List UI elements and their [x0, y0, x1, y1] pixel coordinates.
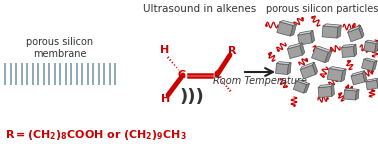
- Polygon shape: [344, 90, 356, 100]
- Polygon shape: [364, 42, 376, 52]
- Polygon shape: [323, 24, 341, 27]
- Polygon shape: [356, 89, 359, 100]
- Polygon shape: [280, 20, 297, 25]
- Polygon shape: [290, 24, 297, 36]
- Polygon shape: [375, 42, 378, 52]
- Polygon shape: [353, 44, 357, 56]
- Polygon shape: [372, 61, 377, 71]
- Polygon shape: [342, 44, 356, 47]
- Polygon shape: [315, 46, 332, 52]
- Polygon shape: [351, 73, 365, 85]
- Polygon shape: [348, 28, 363, 42]
- Polygon shape: [364, 58, 377, 62]
- Text: Room Temperature: Room Temperature: [213, 76, 307, 86]
- Polygon shape: [359, 25, 364, 38]
- Polygon shape: [304, 84, 310, 93]
- Polygon shape: [300, 65, 316, 79]
- Polygon shape: [318, 84, 333, 88]
- Polygon shape: [311, 30, 314, 43]
- Polygon shape: [348, 25, 361, 32]
- Polygon shape: [366, 40, 378, 44]
- Polygon shape: [311, 47, 328, 63]
- Polygon shape: [331, 84, 335, 96]
- Polygon shape: [363, 71, 367, 82]
- Text: $\mathbf{R = (CH_2)_8COOH}$ $\mathbf{or\ (CH_2)_9CH_3}$: $\mathbf{R = (CH_2)_8COOH}$ $\mathbf{or\…: [5, 128, 187, 142]
- Polygon shape: [298, 33, 312, 45]
- Text: C: C: [214, 70, 222, 80]
- Polygon shape: [276, 62, 291, 65]
- Polygon shape: [366, 80, 378, 90]
- Polygon shape: [287, 43, 302, 49]
- Polygon shape: [342, 46, 355, 57]
- Polygon shape: [344, 88, 359, 91]
- Polygon shape: [288, 63, 291, 75]
- Text: C: C: [178, 70, 186, 80]
- Polygon shape: [312, 62, 318, 75]
- Text: Ultrasound in alkenes: Ultrasound in alkenes: [143, 4, 257, 14]
- Polygon shape: [296, 80, 310, 85]
- Polygon shape: [337, 25, 341, 38]
- Polygon shape: [318, 86, 332, 98]
- Polygon shape: [277, 22, 293, 36]
- Polygon shape: [341, 69, 346, 82]
- Text: porous silicon
membrane: porous silicon membrane: [26, 37, 94, 59]
- Polygon shape: [276, 64, 288, 75]
- Polygon shape: [322, 26, 338, 38]
- Text: porous silicon particles: porous silicon particles: [266, 4, 378, 14]
- Polygon shape: [329, 67, 346, 71]
- Text: H: H: [160, 45, 170, 55]
- Text: H: H: [161, 94, 170, 104]
- Polygon shape: [377, 78, 378, 88]
- Text: ))): ))): [180, 88, 204, 106]
- Polygon shape: [351, 71, 364, 76]
- Polygon shape: [298, 30, 313, 35]
- Text: R: R: [228, 46, 236, 56]
- Polygon shape: [287, 45, 302, 59]
- Polygon shape: [361, 59, 375, 71]
- Polygon shape: [300, 43, 305, 55]
- Polygon shape: [300, 62, 314, 70]
- Polygon shape: [327, 68, 343, 82]
- Polygon shape: [325, 51, 332, 63]
- Polygon shape: [293, 81, 307, 93]
- Polygon shape: [366, 78, 378, 82]
